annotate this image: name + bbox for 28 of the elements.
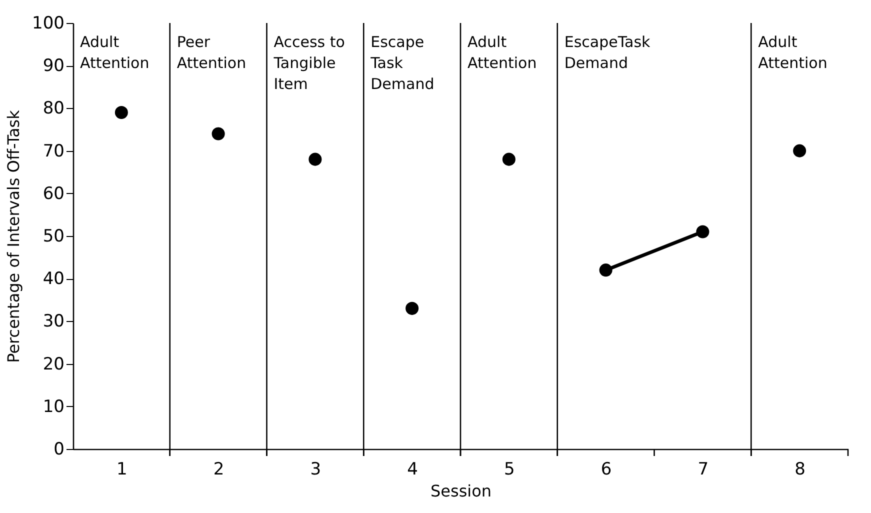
y-tick-label: 40 <box>42 269 64 290</box>
y-axis-title: Percentage of Intervals Off-Task <box>4 109 24 363</box>
x-tick-label: 2 <box>213 460 224 480</box>
y-tick-label: 60 <box>42 184 64 204</box>
y-tick-label: 80 <box>42 98 64 119</box>
x-tick-label: 4 <box>407 460 418 480</box>
ref-line-label: Adult Attention <box>758 33 828 72</box>
x-tick-label: 1 <box>116 460 128 480</box>
y-tick-label: 30 <box>42 312 64 332</box>
y-tick-label: 50 <box>42 226 64 246</box>
x-tick-label: 3 <box>310 460 322 480</box>
ref-line-label: Peer Attention <box>176 33 246 72</box>
y-tick-label: 20 <box>42 354 64 374</box>
x-tick-label: 5 <box>504 460 515 480</box>
y-tick-label: 100 <box>32 14 64 34</box>
ref-line-label: Access to Tangible Item <box>272 33 345 93</box>
ref-line-label: Escape Task Demand <box>370 33 434 93</box>
x-tick-label: 8 <box>794 460 806 480</box>
x-tick-label: 7 <box>698 460 709 480</box>
ref-line-label: EscapeTask Demand <box>564 33 651 72</box>
x-axis-title: Session <box>430 482 492 500</box>
annotation: Adult Attention <box>80 33 150 72</box>
y-tick-label: 0 <box>54 440 64 460</box>
x-tick-label: 6 <box>600 460 612 480</box>
y-tick-label: 90 <box>42 56 64 76</box>
y-tick-label: 10 <box>42 396 64 417</box>
y-tick-label: 70 <box>42 141 64 162</box>
ref-line-label: Adult Attention <box>468 33 537 72</box>
